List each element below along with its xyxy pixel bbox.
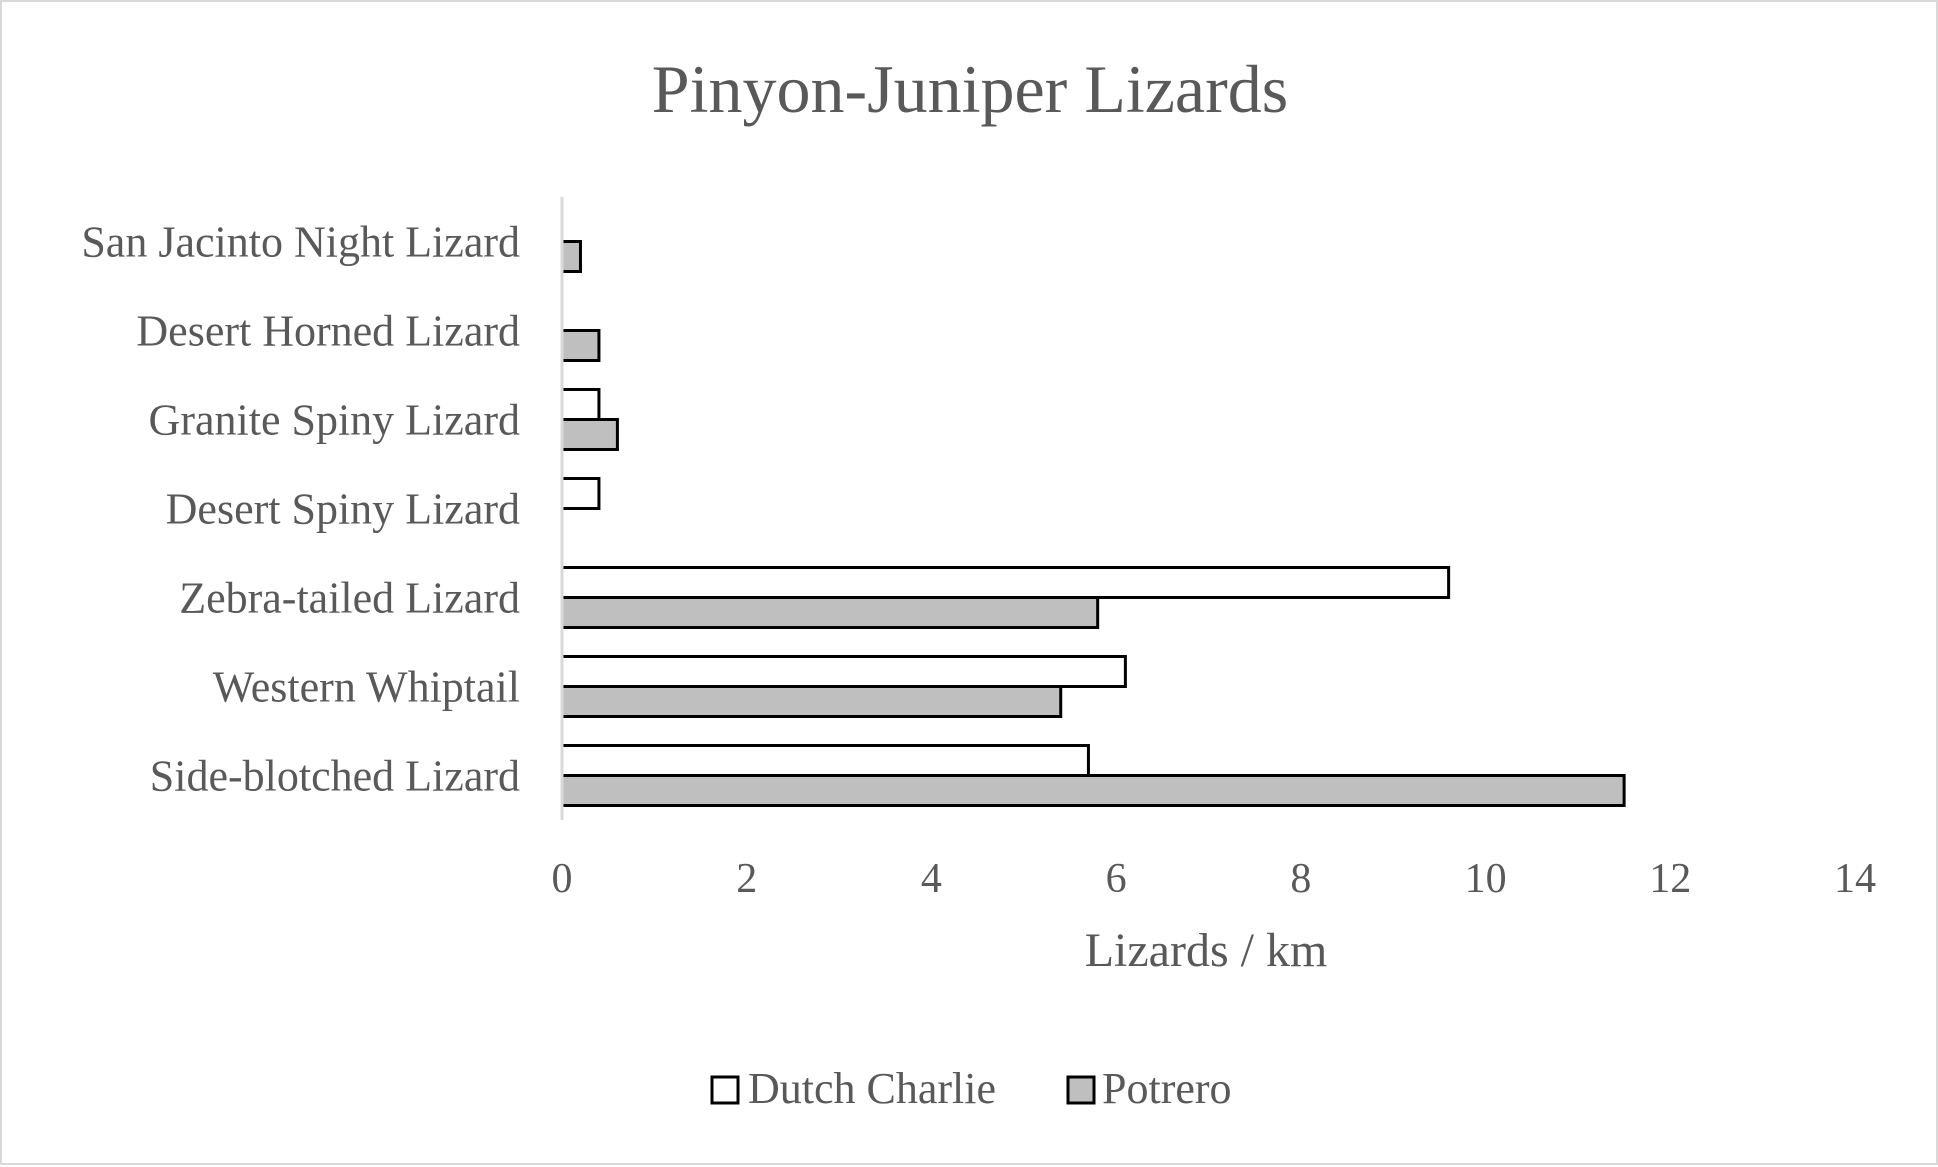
- category-label: Desert Horned Lizard: [136, 307, 520, 356]
- bar-potrero: [560, 329, 601, 362]
- x-tick-label: 0: [552, 856, 573, 902]
- x-tick-label: 12: [1649, 856, 1691, 902]
- legend-label: Potrero: [1102, 1064, 1232, 1113]
- bar-dutch-charlie: [560, 388, 601, 421]
- x-tick-label: 10: [1465, 856, 1507, 902]
- x-tick-labels: 0 2 4 6 8 10 12 14: [552, 856, 1877, 902]
- category-label: Western Whiptail: [213, 663, 520, 712]
- category-label: Desert Spiny Lizard: [166, 485, 520, 534]
- bar-dutch-charlie: [560, 566, 1451, 599]
- legend: Dutch Charlie Potrero: [710, 1064, 1232, 1113]
- x-tick-label: 2: [736, 856, 757, 902]
- bars: [560, 240, 1626, 807]
- category-label: Zebra-tailed Lizard: [179, 574, 520, 623]
- category-label: San Jacinto Night Lizard: [81, 218, 520, 267]
- bar-dutch-charlie: [560, 477, 601, 510]
- category-label: Side-blotched Lizard: [150, 752, 520, 801]
- bar-dutch-charlie: [560, 744, 1090, 777]
- x-tick-label: 6: [1106, 856, 1127, 902]
- chart-title: Pinyon-Juniper Lizards: [652, 51, 1288, 127]
- legend-swatch-dutch-charlie: [710, 1075, 740, 1105]
- bar-potrero: [560, 596, 1100, 629]
- bar-dutch-charlie: [560, 655, 1127, 688]
- legend-label: Dutch Charlie: [748, 1064, 996, 1113]
- x-axis-title: Lizards / km: [1085, 924, 1328, 977]
- x-tick-label: 14: [1834, 856, 1876, 902]
- x-tick-label: 8: [1290, 856, 1311, 902]
- bar-potrero: [560, 240, 582, 273]
- bar-potrero: [560, 685, 1063, 718]
- category-label: Granite Spiny Lizard: [149, 396, 520, 445]
- x-tick-label: 4: [921, 856, 942, 902]
- category-labels: San Jacinto Night Lizard Desert Horned Li…: [81, 218, 520, 801]
- bar-potrero: [560, 774, 1626, 807]
- legend-swatch-potrero: [1066, 1075, 1096, 1105]
- bar-potrero: [560, 418, 619, 451]
